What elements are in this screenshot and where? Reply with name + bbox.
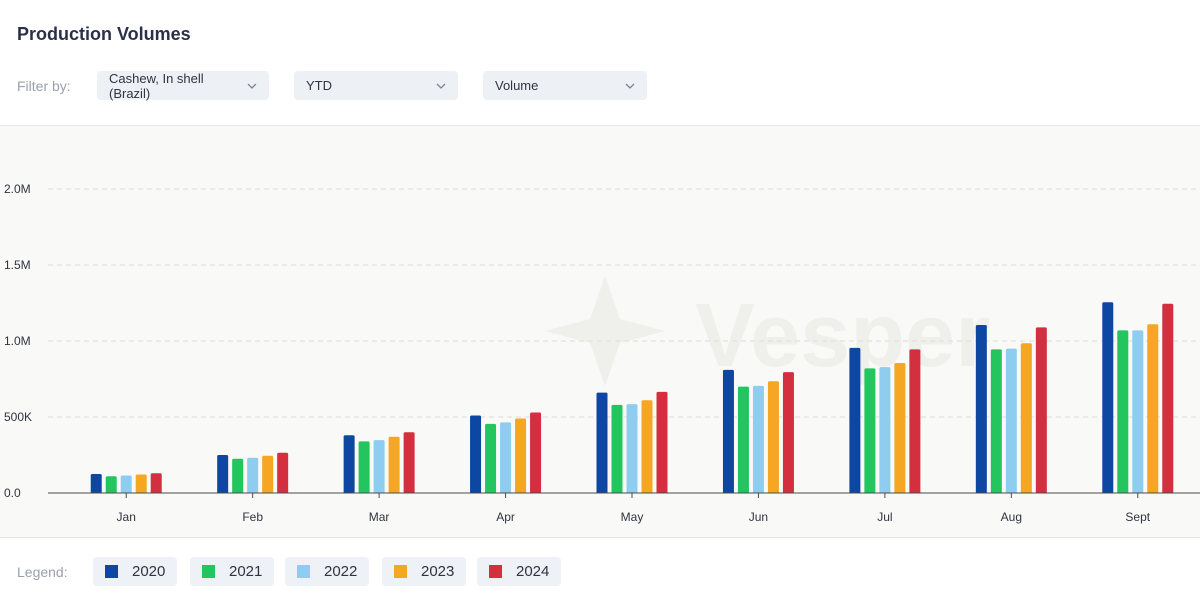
chevron-down-icon <box>436 83 446 89</box>
x-tick-label: Jan <box>117 510 136 524</box>
bar-2024-Jan[interactable] <box>150 473 162 493</box>
x-tick-label: Feb <box>242 510 263 524</box>
legend-item-label: 2022 <box>324 563 358 580</box>
bar-2023-Sept[interactable] <box>1147 324 1159 493</box>
bar-2020-Jan[interactable] <box>90 474 102 493</box>
legend-item-label: 2020 <box>132 563 166 580</box>
bar-2022-May[interactable] <box>626 404 638 493</box>
legend-item-2024[interactable]: 2024 <box>477 557 562 586</box>
bar-2021-Jul[interactable] <box>864 368 876 493</box>
y-tick-label: 1.5M <box>4 258 31 272</box>
bar-2022-Feb[interactable] <box>247 457 259 493</box>
bar-2024-Aug[interactable] <box>1035 327 1047 493</box>
legend-item-label: 2024 <box>516 563 550 580</box>
bar-2021-Apr[interactable] <box>485 423 497 493</box>
watermark-text: Vesper <box>695 286 990 386</box>
period-dropdown-value: YTD <box>306 78 332 93</box>
x-tick-label: May <box>621 510 644 524</box>
bar-2023-May[interactable] <box>641 400 653 493</box>
bar-2022-Jul[interactable] <box>879 367 891 493</box>
y-tick-label: 500K <box>4 410 32 424</box>
page-title: Production Volumes <box>17 24 191 44</box>
bar-2023-Jul[interactable] <box>894 363 906 493</box>
bar-2020-Mar[interactable] <box>343 435 355 493</box>
bar-2022-Apr[interactable] <box>500 422 512 493</box>
bar-2024-Mar[interactable] <box>403 432 415 493</box>
x-tick-label: Jun <box>749 510 768 524</box>
y-tick-label: 1.0M <box>4 334 31 348</box>
x-tick-label: Aug <box>1001 510 1022 524</box>
bar-2021-Jan[interactable] <box>105 476 117 493</box>
bar-2022-Mar[interactable] <box>373 440 385 493</box>
legend-swatch <box>394 565 407 578</box>
product-dropdown[interactable]: Cashew, In shell (Brazil) <box>97 70 269 101</box>
bar-2020-Jul[interactable] <box>849 347 861 493</box>
bar-2024-May[interactable] <box>656 391 668 493</box>
y-tick-label: 2.0M <box>4 182 31 196</box>
bar-2020-Feb[interactable] <box>217 455 229 493</box>
bar-2021-Feb[interactable] <box>232 458 244 493</box>
bar-2022-Jan[interactable] <box>120 475 132 493</box>
filter-label: Filter by: <box>17 78 71 94</box>
legend-swatch <box>489 565 502 578</box>
watermark-star-icon <box>545 276 665 386</box>
legend-swatch <box>202 565 215 578</box>
chart-area: Vesper 0.0 500K 1.0M 1.5M 2.0M Jan Feb Mar Apr Ma… <box>0 125 1200 538</box>
bar-2024-Jul[interactable] <box>909 349 921 493</box>
legend-item-2020[interactable]: 2020 <box>93 557 178 586</box>
bar-2024-Feb[interactable] <box>277 452 289 493</box>
bar-2024-Jun[interactable] <box>782 372 794 493</box>
bar-2020-May[interactable] <box>596 392 608 493</box>
bar-2021-May[interactable] <box>611 404 623 493</box>
bar-2023-Apr[interactable] <box>515 418 527 493</box>
x-tick-label: Jul <box>877 510 892 524</box>
legend-label: Legend: <box>17 564 68 580</box>
legend-item-label: 2023 <box>421 563 455 580</box>
legend-item-2023[interactable]: 2023 <box>382 557 467 586</box>
y-tick-label: 0.0 <box>4 486 21 500</box>
legend-item-2022[interactable]: 2022 <box>285 557 370 586</box>
metric-dropdown-value: Volume <box>495 78 539 93</box>
product-dropdown-value: Cashew, In shell (Brazil) <box>109 70 204 101</box>
bar-2023-Jan[interactable] <box>135 474 147 493</box>
bar-2021-Jun[interactable] <box>737 386 749 493</box>
bar-2023-Aug[interactable] <box>1020 343 1032 493</box>
bar-2023-Jun[interactable] <box>767 381 779 493</box>
bar-2022-Sept[interactable] <box>1132 330 1144 493</box>
bar-2020-Apr[interactable] <box>470 415 482 493</box>
bar-2020-Jun[interactable] <box>722 369 734 493</box>
chevron-down-icon <box>247 83 257 89</box>
legend-swatch <box>105 565 118 578</box>
watermark: Vesper <box>545 276 990 386</box>
chevron-down-icon <box>625 83 635 89</box>
bar-2024-Sept[interactable] <box>1162 303 1174 493</box>
x-tick-label: Sept <box>1125 510 1150 524</box>
period-dropdown[interactable]: YTD <box>294 71 458 100</box>
bar-2020-Sept[interactable] <box>1102 302 1114 493</box>
bar-2021-Sept[interactable] <box>1117 330 1129 493</box>
bar-chart: Vesper 0.0 500K 1.0M 1.5M 2.0M Jan Feb Mar Apr Ma… <box>4 182 1200 524</box>
legend-item-2021[interactable]: 2021 <box>190 557 275 586</box>
bar-2022-Jun[interactable] <box>752 385 764 493</box>
bar-2022-Aug[interactable] <box>1005 348 1017 493</box>
bar-2023-Mar[interactable] <box>388 436 400 493</box>
bar-2020-Aug[interactable] <box>975 325 987 493</box>
bar-2021-Aug[interactable] <box>990 349 1002 493</box>
bar-2024-Apr[interactable] <box>530 412 542 493</box>
bar-2023-Feb[interactable] <box>262 455 274 493</box>
x-tick-label: Apr <box>496 510 515 524</box>
legend-item-label: 2021 <box>229 563 263 580</box>
bar-2021-Mar[interactable] <box>358 441 370 493</box>
metric-dropdown[interactable]: Volume <box>483 71 647 100</box>
legend-swatch <box>297 565 310 578</box>
x-tick-label: Mar <box>369 510 390 524</box>
